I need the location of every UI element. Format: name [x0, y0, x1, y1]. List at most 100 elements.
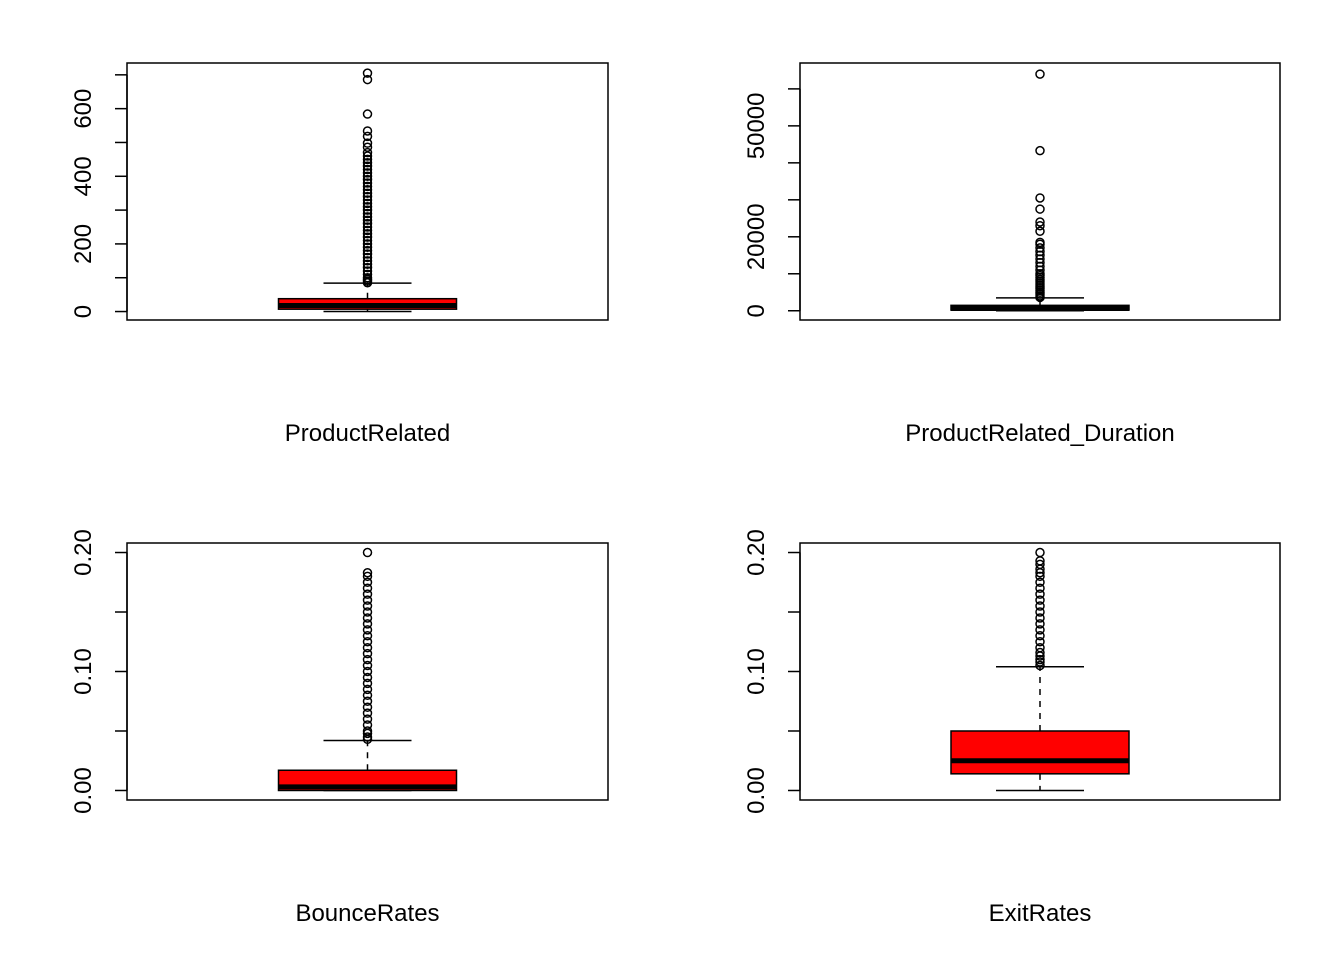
outlier-point [362, 232, 373, 242]
chart-panel-2: 0 20000 50000 ProductRelated_Duration [743, 62, 1281, 447]
outlier-point [362, 191, 373, 202]
outlier-point [362, 185, 373, 195]
outlier-point [362, 235, 373, 246]
outlier-point [362, 666, 373, 677]
outlier-point [362, 577, 373, 588]
outlier-point [362, 601, 373, 611]
outlier-point [1035, 642, 1045, 653]
outlier-point [362, 74, 373, 85]
outlier-point [1035, 220, 1045, 231]
outlier-point [362, 589, 373, 599]
outlier-point [362, 131, 373, 142]
outlier-point [362, 151, 373, 161]
outlier-point [362, 613, 373, 623]
outlier-point [1035, 204, 1045, 214]
y-tick-label: 50000 [743, 92, 770, 159]
chart-panel-1: 0 200 400 600 ProductRelated [70, 62, 609, 447]
outlier-point [362, 648, 373, 659]
outlier-point [362, 547, 373, 558]
outlier-point [362, 583, 373, 593]
outlier-point [362, 245, 373, 256]
outlier-point [1035, 583, 1045, 593]
y-tick-label: 0 [70, 305, 97, 318]
outlier-point [362, 266, 373, 276]
outlier-point [1035, 654, 1045, 665]
outlier-point [1035, 613, 1045, 623]
outlier-point [362, 262, 373, 273]
outlier-point [362, 218, 373, 229]
outlier-point [362, 272, 373, 283]
y-tick-label: 0.00 [743, 767, 770, 814]
outlier-point [362, 732, 373, 742]
plot-frame [126, 542, 609, 801]
outlier-point [1035, 607, 1045, 617]
outlier-point [362, 654, 373, 665]
outlier-point [1035, 619, 1045, 629]
outlier-point [362, 726, 373, 736]
outlier-point [1035, 193, 1045, 203]
y-tick-label: 0.10 [70, 648, 97, 695]
outlier-point [1035, 559, 1045, 570]
outlier-point [362, 225, 373, 236]
outlier-point [362, 181, 373, 192]
outlier-point [362, 174, 373, 185]
outlier-point [362, 229, 373, 239]
outlier-point [362, 222, 373, 232]
outlier-point [362, 208, 373, 219]
outlier-point [362, 690, 373, 701]
outlier-point [362, 195, 373, 205]
outlier-point [362, 126, 373, 136]
outlier-point [362, 269, 373, 280]
outlier-point [362, 158, 373, 168]
y-tick-label: 0.00 [70, 767, 97, 814]
outlier-point [362, 249, 373, 259]
outlier-point [362, 252, 373, 263]
outlier-point [362, 164, 373, 175]
outlier-point [362, 619, 373, 629]
x-axis-label: ExitRates [989, 900, 1092, 927]
y-tick-label: 400 [70, 156, 97, 196]
box [950, 730, 1130, 775]
x-axis-label: BounceRates [295, 900, 439, 927]
x-axis-label: ProductRelated_Duration [905, 420, 1175, 447]
outlier-point [362, 259, 373, 269]
outlier-point [1035, 625, 1045, 635]
outlier-point [1035, 637, 1045, 647]
outlier-point [362, 161, 373, 171]
outlier-point [362, 708, 373, 718]
outlier-point [1035, 660, 1045, 671]
outlier-point [362, 595, 373, 605]
outlier-point [362, 109, 373, 119]
outlier-point [362, 154, 373, 165]
outlier-point [362, 188, 373, 198]
outlier-point [362, 138, 373, 148]
outlier-point [362, 147, 373, 158]
outlier-point [362, 684, 373, 695]
outlier-point [362, 256, 373, 266]
outlier-point [362, 642, 373, 653]
outlier-point [1035, 145, 1045, 156]
outlier-point [362, 142, 373, 152]
x-axis-label: ProductRelated [285, 420, 450, 447]
outlier-point [362, 242, 373, 253]
outlier-point [362, 625, 373, 635]
outlier-point [362, 702, 373, 712]
y-tick-label: 0.20 [70, 529, 97, 576]
y-tick-label: 0 [743, 304, 770, 317]
outlier-point [362, 607, 373, 617]
outlier-point [362, 696, 373, 706]
chart-panel-4: 0.00 0.10 0.20 ExitRates [743, 529, 1281, 927]
outlier-point [1035, 571, 1045, 582]
outlier-point [362, 201, 373, 212]
outlier-point [362, 637, 373, 647]
y-tick-label: 600 [70, 89, 97, 129]
outlier-point [362, 567, 373, 578]
outlier-point [1035, 237, 1045, 248]
outlier-point [362, 178, 373, 188]
outlier-point [1035, 577, 1045, 588]
outlier-point [362, 215, 373, 225]
chart-panel-3: 0.00 0.10 0.20 BounceRates [70, 529, 609, 927]
outlier-point [1035, 69, 1045, 79]
outlier-point [362, 571, 373, 582]
